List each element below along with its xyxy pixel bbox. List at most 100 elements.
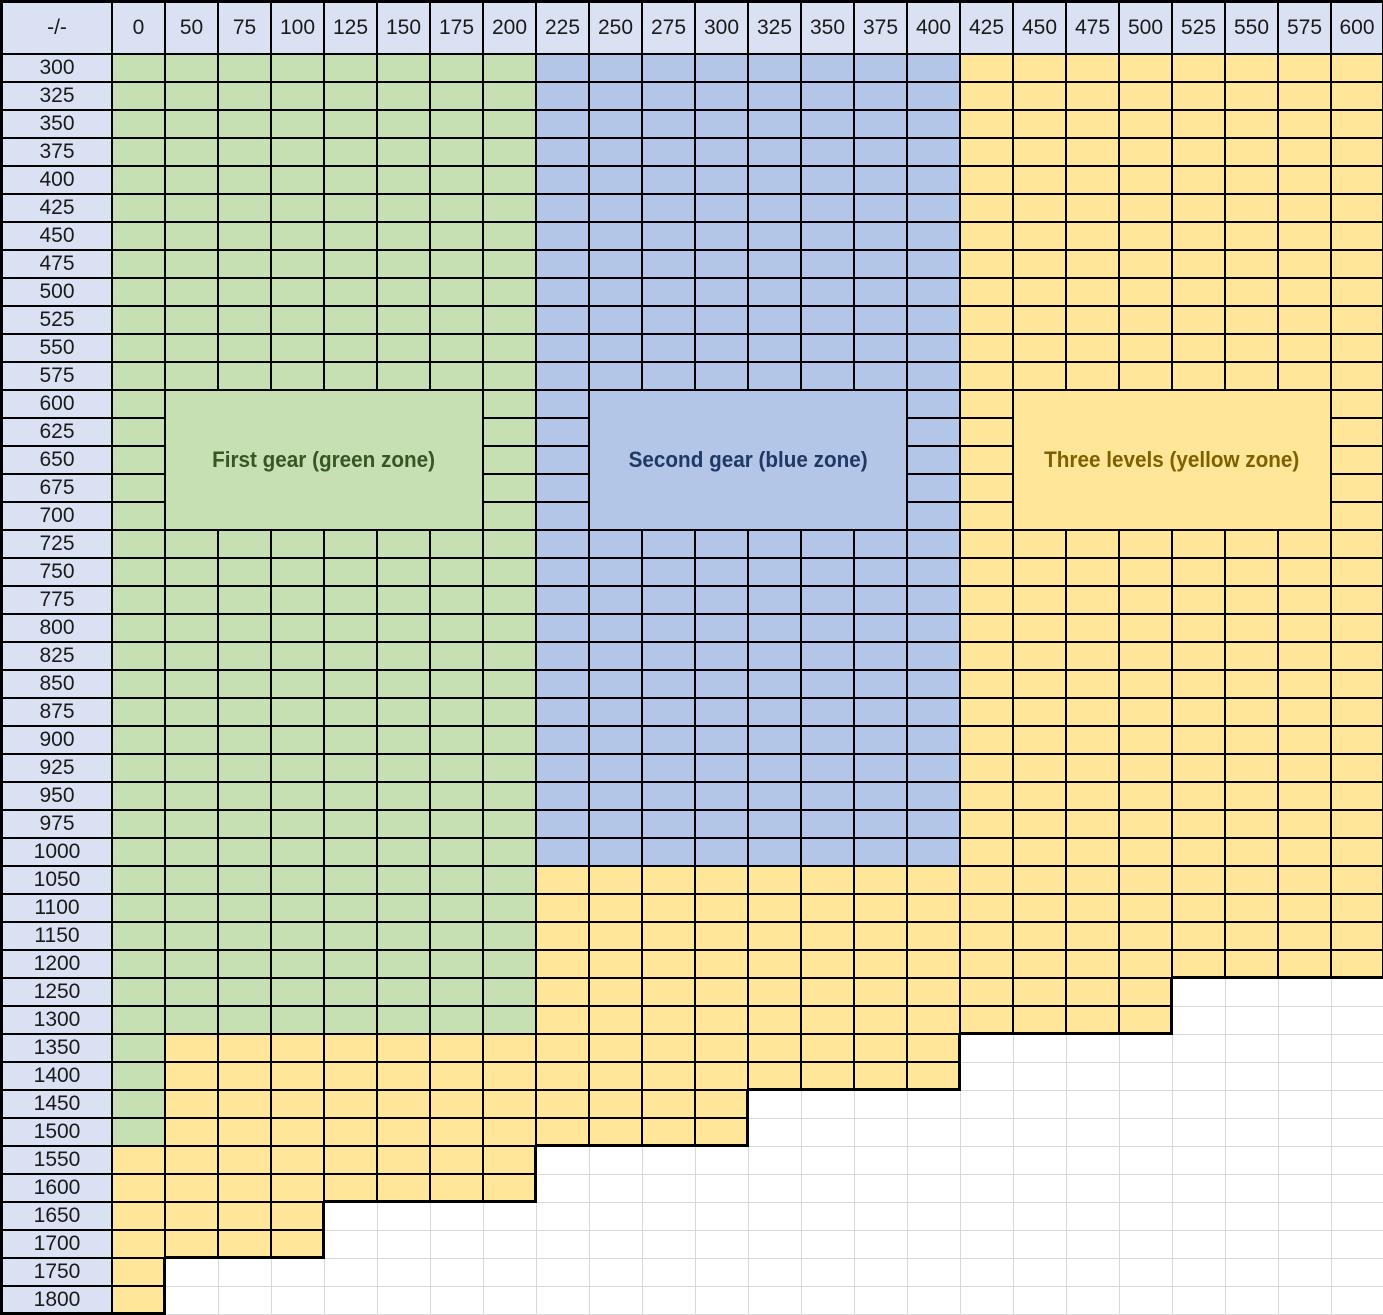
row-header-cell[interactable]: 825 — [3, 643, 113, 671]
grid-cell[interactable] — [855, 839, 908, 867]
grid-cell[interactable] — [272, 531, 325, 559]
grid-cell[interactable] — [325, 1007, 378, 1035]
grid-cell[interactable] — [1226, 363, 1279, 391]
grid-cell[interactable] — [219, 671, 272, 699]
grid-cell[interactable] — [1279, 811, 1332, 839]
grid-cell[interactable] — [537, 783, 590, 811]
row-header-cell[interactable]: 400 — [3, 167, 113, 195]
grid-cell[interactable] — [1173, 1231, 1226, 1259]
grid-cell[interactable] — [643, 1147, 696, 1175]
grid-cell[interactable] — [1014, 1063, 1067, 1091]
grid-cell[interactable] — [696, 755, 749, 783]
grid-cell[interactable] — [1226, 727, 1279, 755]
grid-cell[interactable] — [1173, 363, 1226, 391]
grid-cell[interactable] — [908, 1035, 961, 1063]
grid-cell[interactable] — [1067, 979, 1120, 1007]
grid-cell[interactable] — [325, 951, 378, 979]
grid-cell[interactable] — [484, 923, 537, 951]
grid-cell[interactable] — [855, 55, 908, 83]
grid-cell[interactable] — [961, 643, 1014, 671]
grid-cell[interactable] — [325, 55, 378, 83]
grid-cell[interactable] — [696, 1203, 749, 1231]
grid-cell[interactable] — [1067, 1231, 1120, 1259]
column-header-cell[interactable]: 150 — [378, 3, 431, 55]
zone-label-box-yellow[interactable]: Three levels (yellow zone) — [1014, 391, 1330, 529]
grid-cell[interactable] — [1173, 307, 1226, 335]
grid-cell[interactable] — [855, 531, 908, 559]
grid-cell[interactable] — [166, 1259, 219, 1287]
grid-cell[interactable] — [113, 335, 166, 363]
grid-cell[interactable] — [855, 867, 908, 895]
grid-cell[interactable] — [378, 1147, 431, 1175]
row-header-cell[interactable]: 1700 — [3, 1231, 113, 1259]
grid-cell[interactable] — [484, 1119, 537, 1147]
grid-cell[interactable] — [908, 419, 961, 447]
column-header-cell[interactable]: 0 — [113, 3, 166, 55]
grid-cell[interactable] — [1067, 699, 1120, 727]
grid-cell[interactable] — [643, 307, 696, 335]
grid-cell[interactable] — [537, 727, 590, 755]
grid-cell[interactable] — [113, 811, 166, 839]
grid-cell[interactable] — [1014, 951, 1067, 979]
grid-cell[interactable] — [484, 699, 537, 727]
grid-cell[interactable] — [1120, 307, 1173, 335]
grid-cell[interactable] — [1279, 587, 1332, 615]
grid-cell[interactable] — [961, 139, 1014, 167]
row-header-cell[interactable]: 1200 — [3, 951, 113, 979]
grid-cell[interactable] — [1332, 1147, 1383, 1175]
grid-cell[interactable] — [590, 1203, 643, 1231]
grid-cell[interactable] — [1332, 251, 1383, 279]
grid-cell[interactable] — [1173, 55, 1226, 83]
grid-cell[interactable] — [484, 895, 537, 923]
grid-cell[interactable] — [961, 1259, 1014, 1287]
grid-cell[interactable] — [802, 307, 855, 335]
grid-cell[interactable] — [590, 139, 643, 167]
grid-cell[interactable] — [749, 615, 802, 643]
grid-cell[interactable] — [749, 811, 802, 839]
grid-cell[interactable] — [1067, 1035, 1120, 1063]
grid-cell[interactable] — [961, 1035, 1014, 1063]
grid-cell[interactable] — [113, 307, 166, 335]
grid-cell[interactable] — [749, 307, 802, 335]
grid-cell[interactable] — [643, 699, 696, 727]
grid-cell[interactable] — [1226, 1147, 1279, 1175]
grid-cell[interactable] — [272, 671, 325, 699]
grid-cell[interactable] — [1173, 1119, 1226, 1147]
row-header-cell[interactable]: 1000 — [3, 839, 113, 867]
grid-cell[interactable] — [802, 783, 855, 811]
grid-cell[interactable] — [166, 363, 219, 391]
grid-cell[interactable] — [908, 83, 961, 111]
grid-cell[interactable] — [113, 1147, 166, 1175]
grid-cell[interactable] — [1120, 363, 1173, 391]
grid-cell[interactable] — [219, 1035, 272, 1063]
grid-cell[interactable] — [1120, 951, 1173, 979]
grid-cell[interactable] — [802, 1287, 855, 1315]
grid-cell[interactable] — [1173, 279, 1226, 307]
grid-cell[interactable] — [855, 167, 908, 195]
grid-cell[interactable] — [643, 1091, 696, 1119]
grid-cell[interactable] — [855, 139, 908, 167]
grid-cell[interactable] — [272, 83, 325, 111]
grid-cell[interactable] — [113, 1007, 166, 1035]
grid-cell[interactable] — [1173, 559, 1226, 587]
grid-cell[interactable] — [961, 979, 1014, 1007]
grid-cell[interactable] — [908, 223, 961, 251]
grid-cell[interactable] — [1014, 839, 1067, 867]
grid-cell[interactable] — [272, 643, 325, 671]
grid-cell[interactable] — [749, 839, 802, 867]
grid-cell[interactable] — [749, 671, 802, 699]
grid-cell[interactable] — [166, 111, 219, 139]
row-header-cell[interactable]: 1150 — [3, 923, 113, 951]
grid-cell[interactable] — [1067, 643, 1120, 671]
grid-cell[interactable] — [696, 55, 749, 83]
grid-cell[interactable] — [537, 587, 590, 615]
grid-cell[interactable] — [643, 1203, 696, 1231]
grid-cell[interactable] — [1279, 867, 1332, 895]
grid-cell[interactable] — [219, 559, 272, 587]
grid-cell[interactable] — [537, 559, 590, 587]
grid-cell[interactable] — [1279, 1203, 1332, 1231]
grid-cell[interactable] — [1332, 391, 1383, 419]
grid-cell[interactable] — [643, 923, 696, 951]
grid-cell[interactable] — [696, 1091, 749, 1119]
grid-cell[interactable] — [431, 559, 484, 587]
